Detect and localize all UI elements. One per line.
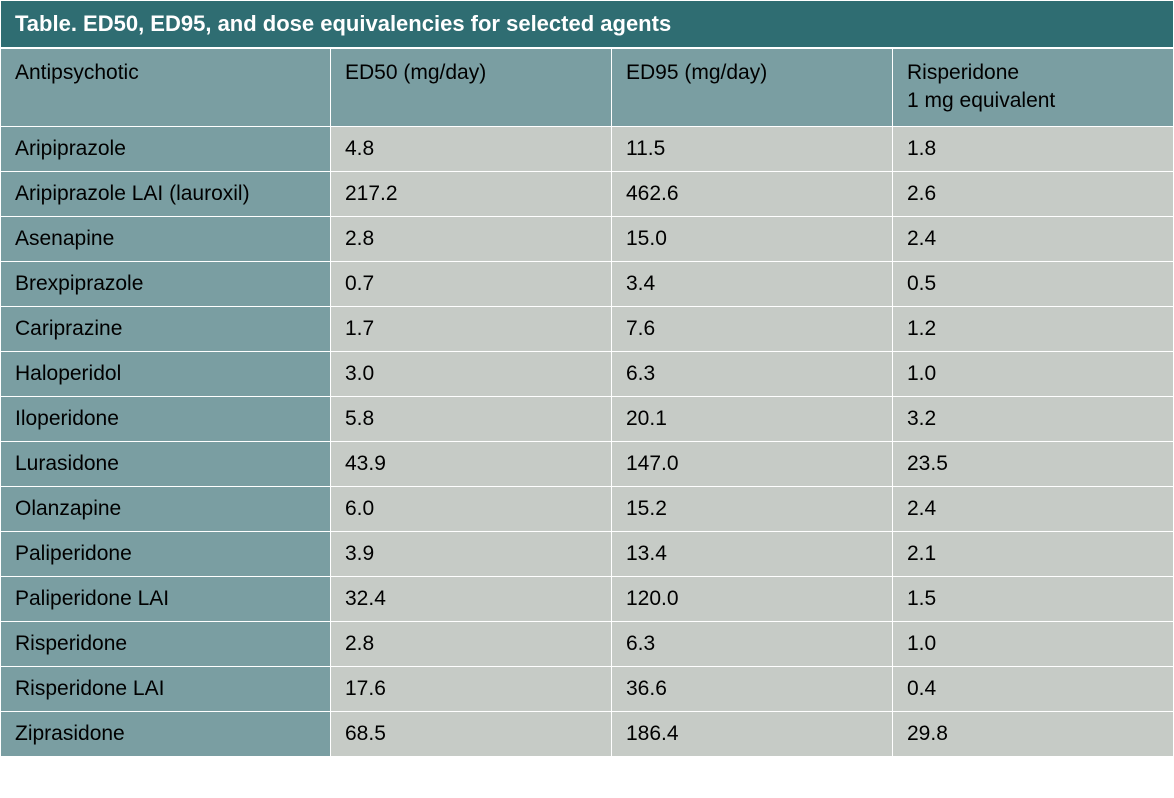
drug-name-cell: Lurasidone [1, 441, 331, 486]
risperidone-eq-cell: 23.5 [893, 441, 1174, 486]
drug-name-cell: Paliperidone LAI [1, 576, 331, 621]
table-row: Aripiprazole LAI (lauroxil)217.2462.62.6 [1, 171, 1174, 216]
ed50-cell: 17.6 [331, 666, 612, 711]
table-row: Olanzapine6.015.22.4 [1, 486, 1174, 531]
drug-name-cell: Risperidone [1, 621, 331, 666]
ed50-cell: 2.8 [331, 621, 612, 666]
col-header-antipsychotic: Antipsychotic [1, 49, 331, 127]
ed95-cell: 147.0 [612, 441, 893, 486]
table-row: Asenapine2.815.02.4 [1, 216, 1174, 261]
ed95-cell: 6.3 [612, 351, 893, 396]
ed50-cell: 4.8 [331, 126, 612, 171]
ed95-cell: 11.5 [612, 126, 893, 171]
ed50-cell: 32.4 [331, 576, 612, 621]
ed50-cell: 68.5 [331, 711, 612, 756]
table-row: Paliperidone LAI32.4120.01.5 [1, 576, 1174, 621]
risperidone-eq-cell: 1.0 [893, 621, 1174, 666]
drug-name-cell: Haloperidol [1, 351, 331, 396]
table-row: Risperidone LAI17.636.60.4 [1, 666, 1174, 711]
table-row: Risperidone2.86.31.0 [1, 621, 1174, 666]
ed50-cell: 217.2 [331, 171, 612, 216]
header-row: Antipsychotic ED50 (mg/day) ED95 (mg/day… [1, 49, 1174, 127]
ed95-cell: 120.0 [612, 576, 893, 621]
ed50-cell: 6.0 [331, 486, 612, 531]
col-header-ed50: ED50 (mg/day) [331, 49, 612, 127]
drug-name-cell: Olanzapine [1, 486, 331, 531]
risperidone-eq-cell: 3.2 [893, 396, 1174, 441]
ed95-cell: 20.1 [612, 396, 893, 441]
ed50-cell: 3.0 [331, 351, 612, 396]
dose-equivalency-table: Table. ED50, ED95, and dose equivalencie… [0, 0, 1174, 757]
drug-name-cell: Risperidone LAI [1, 666, 331, 711]
ed95-cell: 36.6 [612, 666, 893, 711]
ed50-cell: 5.8 [331, 396, 612, 441]
risperidone-eq-cell: 2.4 [893, 216, 1174, 261]
risperidone-eq-cell: 1.2 [893, 306, 1174, 351]
ed50-cell: 1.7 [331, 306, 612, 351]
drug-name-cell: Aripiprazole LAI (lauroxil) [1, 171, 331, 216]
table-row: Aripiprazole4.811.51.8 [1, 126, 1174, 171]
risperidone-eq-cell: 1.8 [893, 126, 1174, 171]
table-title: Table. ED50, ED95, and dose equivalencie… [0, 0, 1174, 48]
table-body: Aripiprazole4.811.51.8Aripiprazole LAI (… [1, 126, 1174, 756]
table-row: Brexpiprazole0.73.40.5 [1, 261, 1174, 306]
risperidone-eq-cell: 2.4 [893, 486, 1174, 531]
table-row: Haloperidol3.06.31.0 [1, 351, 1174, 396]
ed50-cell: 43.9 [331, 441, 612, 486]
risperidone-eq-cell: 0.5 [893, 261, 1174, 306]
risperidone-eq-cell: 1.0 [893, 351, 1174, 396]
ed95-cell: 6.3 [612, 621, 893, 666]
table-row: Ziprasidone68.5186.429.8 [1, 711, 1174, 756]
ed50-cell: 3.9 [331, 531, 612, 576]
drug-name-cell: Brexpiprazole [1, 261, 331, 306]
table-row: Paliperidone3.913.42.1 [1, 531, 1174, 576]
risperidone-eq-cell: 2.6 [893, 171, 1174, 216]
col-header-risperidone-eq: Risperidone 1 mg equivalent [893, 49, 1174, 127]
risperidone-eq-cell: 29.8 [893, 711, 1174, 756]
ed95-cell: 15.2 [612, 486, 893, 531]
ed95-cell: 3.4 [612, 261, 893, 306]
drug-name-cell: Iloperidone [1, 396, 331, 441]
ed95-cell: 15.0 [612, 216, 893, 261]
risperidone-eq-cell: 1.5 [893, 576, 1174, 621]
ed50-cell: 2.8 [331, 216, 612, 261]
drug-name-cell: Asenapine [1, 216, 331, 261]
risperidone-eq-cell: 0.4 [893, 666, 1174, 711]
drug-name-cell: Aripiprazole [1, 126, 331, 171]
col-header-ed95: ED95 (mg/day) [612, 49, 893, 127]
table-row: Iloperidone5.820.13.2 [1, 396, 1174, 441]
data-table: Antipsychotic ED50 (mg/day) ED95 (mg/day… [0, 48, 1174, 757]
ed95-cell: 7.6 [612, 306, 893, 351]
table-row: Lurasidone43.9147.023.5 [1, 441, 1174, 486]
drug-name-cell: Cariprazine [1, 306, 331, 351]
risperidone-eq-cell: 2.1 [893, 531, 1174, 576]
ed95-cell: 462.6 [612, 171, 893, 216]
ed95-cell: 186.4 [612, 711, 893, 756]
ed50-cell: 0.7 [331, 261, 612, 306]
table-row: Cariprazine1.77.61.2 [1, 306, 1174, 351]
drug-name-cell: Paliperidone [1, 531, 331, 576]
ed95-cell: 13.4 [612, 531, 893, 576]
drug-name-cell: Ziprasidone [1, 711, 331, 756]
